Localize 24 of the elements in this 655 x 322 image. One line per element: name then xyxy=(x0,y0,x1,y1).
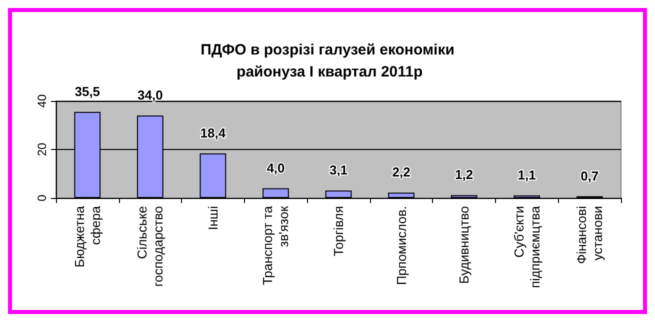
bar xyxy=(200,153,226,198)
bar xyxy=(388,192,414,198)
y-tick-label: 0 xyxy=(35,194,49,202)
bar xyxy=(325,190,352,198)
bar xyxy=(262,188,289,198)
data-label: 1,2 xyxy=(455,167,474,182)
y-tick-label: 40 xyxy=(35,94,49,108)
data-label: 3,1 xyxy=(329,162,348,178)
data-label: 34,0 xyxy=(138,88,163,103)
x-tick-label: Бюджетна сфера xyxy=(72,205,103,268)
data-label: 2,2 xyxy=(392,164,410,180)
chart-title: ПДФО в розрізі галузей економіки районуза І квартал 2011р xyxy=(200,42,454,80)
data-label: 18,4 xyxy=(200,125,226,140)
x-tick-label: Будивництво xyxy=(456,206,472,284)
x-tick-label: Торгівля xyxy=(331,206,346,256)
data-label: 0,7 xyxy=(580,168,599,184)
data-label: 1,1 xyxy=(518,167,536,182)
data-label: 35,5 xyxy=(74,84,100,99)
y-tick-label: 20 xyxy=(35,142,49,156)
x-tick-label: Транспорт та зв'язок xyxy=(260,205,292,286)
data-label: 4,0 xyxy=(266,160,285,176)
x-tick-label: Прпомислов. xyxy=(394,206,409,286)
x-tick-label: Суб'єкти підприємцтва xyxy=(511,205,542,288)
x-tick-label: Інші xyxy=(205,206,220,230)
